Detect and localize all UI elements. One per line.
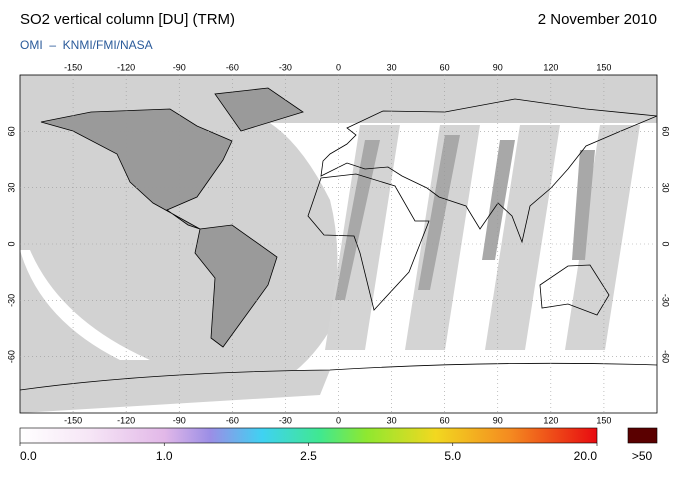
lat-label-right: -60 — [661, 350, 671, 363]
lon-label-bottom: 30 — [387, 415, 397, 425]
lon-label-bottom: 90 — [493, 415, 503, 425]
colorbar-label: 5.0 — [444, 449, 461, 463]
lon-label-bottom: -150 — [64, 415, 82, 425]
lat-label-right: -30 — [661, 294, 671, 307]
lon-label-top: -30 — [279, 62, 292, 72]
lat-label-right: 30 — [661, 183, 671, 193]
lon-label-bottom: -30 — [279, 415, 292, 425]
lon-label-top: -150 — [64, 62, 82, 72]
lon-label-bottom: 0 — [336, 415, 341, 425]
colorbar-label: 20.0 — [574, 449, 598, 463]
lon-label-top: 60 — [440, 62, 450, 72]
lat-label-right: 60 — [661, 126, 671, 136]
lat-label-left: -60 — [6, 350, 16, 363]
lon-label-bottom: 150 — [596, 415, 611, 425]
lon-label-bottom: -60 — [226, 415, 239, 425]
lon-label-top: -90 — [173, 62, 186, 72]
lon-label-top: 0 — [336, 62, 341, 72]
lat-label-left: 0 — [6, 241, 16, 246]
colorbar-label: 0.0 — [20, 449, 37, 463]
lat-label-left: -30 — [6, 294, 16, 307]
subtitle: OMI – KNMI/FMI/NASA — [20, 38, 153, 52]
lon-label-bottom: -90 — [173, 415, 186, 425]
colorbar-label: 2.5 — [300, 449, 317, 463]
colorbar-label: 1.0 — [156, 449, 173, 463]
lat-label-left: 30 — [6, 183, 16, 193]
lat-label-left: 60 — [6, 126, 16, 136]
lat-label-right: 0 — [661, 241, 671, 246]
date: 2 November 2010 — [538, 11, 657, 28]
lon-label-top: 150 — [596, 62, 611, 72]
lon-label-top: 120 — [543, 62, 558, 72]
lon-label-top: -120 — [117, 62, 135, 72]
title: SO2 vertical column [DU] (TRM) — [20, 11, 235, 28]
lon-label-bottom: -120 — [117, 415, 135, 425]
lon-label-bottom: 60 — [440, 415, 450, 425]
overflow-swatch — [627, 427, 658, 444]
colorbar — [19, 427, 598, 444]
overflow-label: >50 — [632, 449, 653, 463]
lon-label-bottom: 120 — [543, 415, 558, 425]
lon-label-top: 90 — [493, 62, 503, 72]
lon-label-top: 30 — [387, 62, 397, 72]
lon-label-top: -60 — [226, 62, 239, 72]
